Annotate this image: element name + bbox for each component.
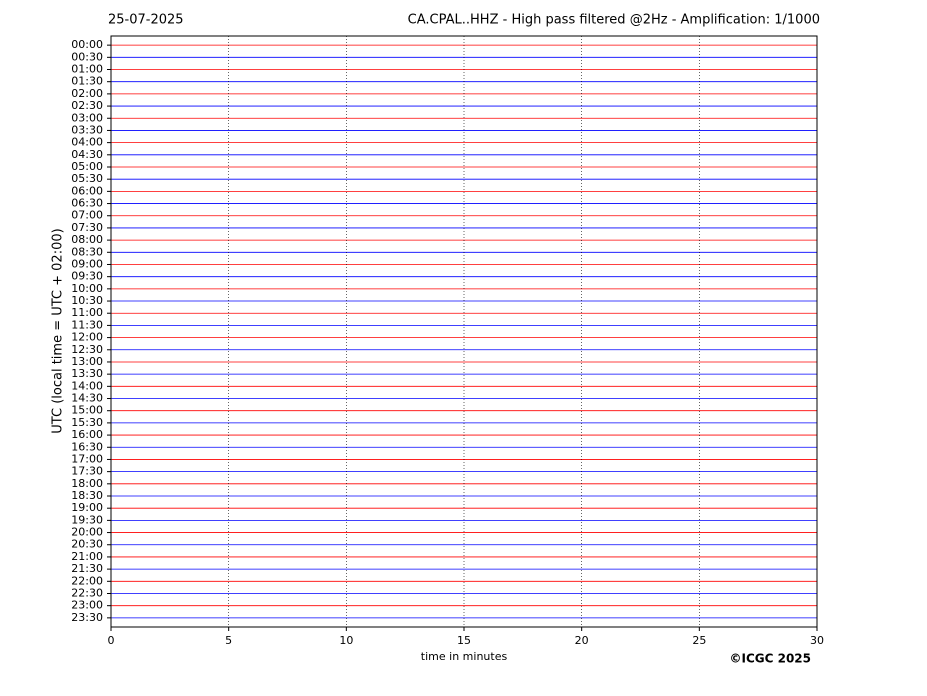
y-tick-label: 13:00: [71, 355, 103, 368]
y-tick-label: 06:00: [71, 184, 103, 197]
y-tick-label: 16:30: [71, 440, 103, 453]
y-tick-label: 18:00: [71, 477, 103, 490]
y-tick-label: 00:00: [71, 38, 103, 51]
x-tick-label: 25: [692, 634, 706, 647]
y-tick-label: 16:00: [71, 428, 103, 441]
y-tick-label: 15:30: [71, 416, 103, 429]
y-tick-label: 05:00: [71, 160, 103, 173]
y-tick-label: 17:00: [71, 452, 103, 465]
y-tick-label: 14:00: [71, 379, 103, 392]
y-tick-label: 01:30: [71, 75, 103, 88]
y-tick-label: 00:30: [71, 50, 103, 63]
x-tick-label: 15: [457, 634, 471, 647]
y-tick-label: 04:30: [71, 148, 103, 161]
x-tick-label: 20: [575, 634, 589, 647]
y-tick-label: 12:00: [71, 331, 103, 344]
y-tick-label: 10:00: [71, 282, 103, 295]
y-tick-label: 18:30: [71, 489, 103, 502]
x-tick-label: 30: [810, 634, 824, 647]
y-tick-label: 02:30: [71, 99, 103, 112]
y-axis-label: UTC (local time = UTC + 02:00): [51, 228, 66, 433]
y-tick-label: 01:00: [71, 63, 103, 76]
y-tick-label: 22:30: [71, 586, 103, 599]
x-tick-label: 5: [225, 634, 232, 647]
y-tick-label: 14:30: [71, 392, 103, 405]
y-tick-label: 07:00: [71, 209, 103, 222]
y-tick-label: 23:00: [71, 599, 103, 612]
y-tick-label: 03:00: [71, 111, 103, 124]
y-tick-label: 20:30: [71, 538, 103, 551]
y-tick-label: 11:30: [71, 318, 103, 331]
y-tick-label: 09:30: [71, 270, 103, 283]
plot-frame: [110, 35, 818, 628]
date: 25-07-2025: [108, 13, 184, 28]
y-tick-label: 05:30: [71, 172, 103, 185]
copyright: ©ICGC 2025: [729, 652, 811, 666]
y-tick-label: 23:30: [71, 611, 103, 624]
y-tick-label: 08:00: [71, 233, 103, 246]
y-tick-label: 22:00: [71, 574, 103, 587]
y-tick-label: 09:00: [71, 257, 103, 270]
y-tick-label: 13:30: [71, 367, 103, 380]
y-tick-label: 11:00: [71, 306, 103, 319]
y-tick-label: 19:00: [71, 501, 103, 514]
y-tick-label: 08:30: [71, 245, 103, 258]
y-tick-label: 15:00: [71, 404, 103, 417]
y-tick-label: 02:00: [71, 87, 103, 100]
y-tick-label: 20:00: [71, 526, 103, 539]
y-tick-label: 10:30: [71, 294, 103, 307]
chart-title: CA.CPAL..HHZ - High pass filtered @2Hz -…: [408, 13, 820, 28]
y-tick-label: 17:30: [71, 465, 103, 478]
y-tick-label: 06:30: [71, 197, 103, 210]
x-tick-label: 10: [339, 634, 353, 647]
y-tick-label: 04:00: [71, 136, 103, 149]
y-tick-label: 19:30: [71, 513, 103, 526]
x-tick-label: 0: [108, 634, 115, 647]
y-tick-label: 03:30: [71, 123, 103, 136]
y-tick-label: 21:30: [71, 562, 103, 575]
x-axis-label: time in minutes: [421, 650, 508, 663]
y-tick-label: 07:30: [71, 221, 103, 234]
y-tick-label: 21:00: [71, 550, 103, 563]
y-tick-label: 12:30: [71, 343, 103, 356]
